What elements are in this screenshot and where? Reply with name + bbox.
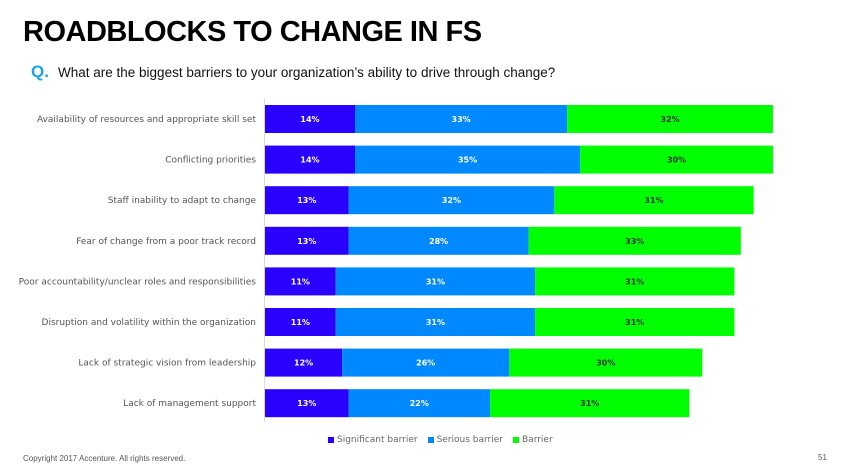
data-label: 13% xyxy=(297,196,316,205)
data-label: 11% xyxy=(291,318,310,327)
bar-segment xyxy=(265,389,349,418)
bar-segment xyxy=(567,105,773,133)
bar-segment xyxy=(535,267,735,296)
data-label: 33% xyxy=(625,237,644,246)
bar-segment xyxy=(554,186,754,215)
bar-segment xyxy=(265,348,343,377)
data-label: 31% xyxy=(580,399,599,408)
legend-label: Barrier xyxy=(522,435,553,445)
category-label: Lack of management support xyxy=(123,399,256,409)
bar-segment xyxy=(265,145,356,174)
bar-segment xyxy=(348,389,491,418)
bar-segment xyxy=(348,226,529,255)
data-label: 14% xyxy=(300,115,319,124)
legend-swatch xyxy=(328,437,334,443)
question-marker: Q. xyxy=(31,62,49,81)
bar-segment xyxy=(509,348,703,377)
bar-segment xyxy=(265,267,336,296)
bar-segment xyxy=(265,308,336,336)
data-label: 31% xyxy=(644,196,663,205)
data-label: 35% xyxy=(458,156,477,165)
bar-segment xyxy=(342,348,510,377)
data-label: 26% xyxy=(416,359,435,368)
legend-item: Barrier xyxy=(513,435,553,445)
bar-segment xyxy=(490,389,690,418)
data-label: 32% xyxy=(442,196,461,205)
category-label: Availability of resources and appropriat… xyxy=(37,115,257,125)
bar-segment xyxy=(355,145,581,174)
legend-label: Significant barrier xyxy=(337,435,418,445)
legend-item: Significant barrier xyxy=(328,435,418,445)
data-label: 31% xyxy=(426,277,445,286)
copyright: Copyright 2017 Accenture. All rights res… xyxy=(23,454,186,463)
data-label: 13% xyxy=(297,237,316,246)
data-label: 12% xyxy=(294,359,313,368)
bar-segment xyxy=(580,145,773,174)
slide-title: ROADBLOCKS TO CHANGE IN FS xyxy=(23,16,482,48)
data-label: 30% xyxy=(667,156,686,165)
data-label: 28% xyxy=(429,237,448,246)
data-label: 32% xyxy=(661,115,680,124)
bar-segment xyxy=(265,105,356,133)
bar-segment xyxy=(528,226,741,255)
category-label: Poor accountability/unclear roles and re… xyxy=(19,277,257,287)
data-label: 13% xyxy=(297,399,316,408)
bar-segment xyxy=(265,186,349,215)
category-label: Conflicting priorities xyxy=(165,156,256,166)
page-number: 51 xyxy=(818,453,827,462)
bar-segment xyxy=(348,186,555,215)
data-label: 31% xyxy=(625,318,644,327)
bar-segment xyxy=(355,105,568,133)
category-label: Staff inability to adapt to change xyxy=(108,196,257,206)
legend: Significant barrier Serious barrier Barrie… xyxy=(328,435,553,445)
bar-segment xyxy=(335,308,536,336)
bar-segment xyxy=(335,267,536,296)
data-label: 31% xyxy=(625,277,644,286)
data-label: 30% xyxy=(596,359,615,368)
bar-segment xyxy=(535,308,735,336)
category-label: Disruption and volatility within the org… xyxy=(42,318,256,328)
data-label: 22% xyxy=(410,399,429,408)
data-label: 31% xyxy=(426,318,445,327)
category-label: Lack of strategic vision from leadership xyxy=(78,359,256,369)
question-text: What are the biggest barriers to your or… xyxy=(58,65,556,80)
legend-label: Serious barrier xyxy=(436,435,503,445)
data-label: 33% xyxy=(452,115,471,124)
legend-swatch xyxy=(513,437,519,443)
data-label: 14% xyxy=(300,156,319,165)
legend-swatch xyxy=(427,437,434,443)
bar-segment xyxy=(265,226,349,255)
legend-item: Serious barrier xyxy=(427,435,503,445)
data-label: 11% xyxy=(291,277,310,286)
category-label: Fear of change from a poor track record xyxy=(76,237,256,247)
